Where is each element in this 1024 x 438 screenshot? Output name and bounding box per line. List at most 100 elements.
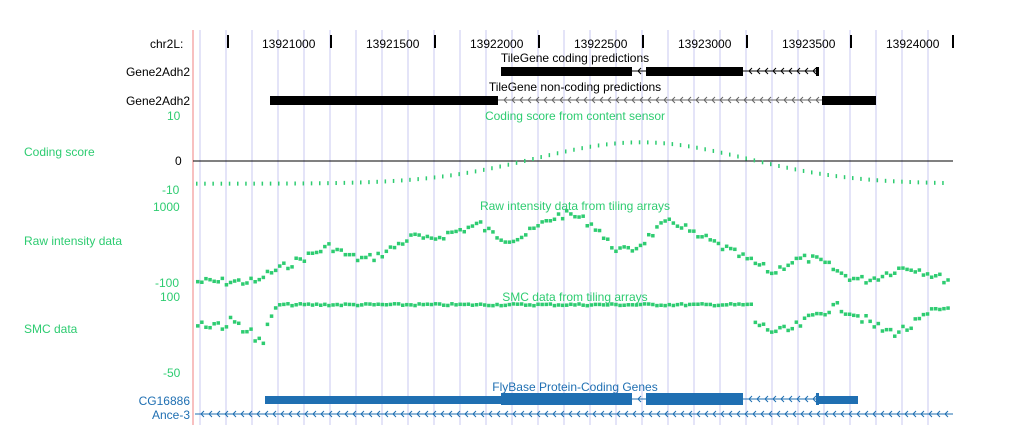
strand-arrow xyxy=(712,410,717,418)
raw-intensity-point xyxy=(745,256,749,261)
raw-intensity-point xyxy=(765,270,770,274)
raw-intensity-point xyxy=(216,280,220,284)
smc-point xyxy=(770,330,774,334)
smc-point xyxy=(929,307,934,311)
smc-point xyxy=(720,303,725,307)
coding-score-dash xyxy=(474,169,477,174)
raw-intensity-point xyxy=(811,254,815,258)
smc-point xyxy=(765,328,770,332)
raw-intensity-point xyxy=(577,215,581,219)
smc-point xyxy=(388,302,393,307)
coding-score-dash xyxy=(876,178,879,183)
strand-arrow xyxy=(256,410,261,418)
smc-point xyxy=(368,302,372,306)
raw-intensity-point xyxy=(704,233,708,238)
smc-point xyxy=(294,303,298,307)
smc-point xyxy=(556,303,561,307)
raw-intensity-point xyxy=(610,246,614,250)
coding-score-dash xyxy=(343,180,346,185)
coding-score-dash xyxy=(360,180,362,185)
raw-intensity-point xyxy=(343,252,348,257)
smc-point xyxy=(298,302,302,306)
coding-score-dash xyxy=(483,167,485,172)
raw-intensity-point xyxy=(339,248,343,252)
coding-score-dash xyxy=(655,140,657,145)
ruler-tick xyxy=(227,35,229,48)
smc-side-label[interactable]: SMC data xyxy=(24,322,78,336)
raw-intensity-point xyxy=(696,235,700,239)
strand-arrow xyxy=(600,410,605,418)
strand-arrow xyxy=(464,410,469,418)
coding-score-dash xyxy=(811,170,813,175)
coding-score-dash xyxy=(286,181,288,186)
flybase-title: FlyBase Protein-Coding Genes xyxy=(492,380,658,394)
strand-arrow xyxy=(768,410,773,418)
raw-intensity-point xyxy=(843,273,848,278)
smc-point xyxy=(884,327,889,332)
smc-point xyxy=(667,302,671,307)
smc-point xyxy=(880,329,885,333)
smc-point xyxy=(524,303,528,307)
strand-arrow xyxy=(804,67,809,75)
raw-intensity-point xyxy=(888,273,893,278)
raw-intensity-point xyxy=(331,249,335,254)
smc-point xyxy=(745,302,749,307)
smc-point xyxy=(679,302,684,306)
raw-intensity-point xyxy=(847,278,852,282)
strand-arrow xyxy=(440,410,445,418)
raw-intensity-point xyxy=(601,236,606,241)
coding-score-dash xyxy=(565,149,567,154)
raw-intensity-point xyxy=(417,233,421,237)
tilegene-noncoding-item-label[interactable]: Gene2Adh2 xyxy=(125,94,190,108)
raw-intensity-side-label[interactable]: Raw intensity data xyxy=(24,234,123,248)
flybase-gene-label-2[interactable]: Ance-3 xyxy=(151,408,190,422)
flybase-gene-label-1[interactable]: CG16886 xyxy=(138,394,190,408)
raw-intensity-point xyxy=(466,225,471,230)
raw-intensity-point xyxy=(573,214,577,219)
smc-point xyxy=(339,303,343,308)
raw-intensity-point xyxy=(384,249,389,254)
strand-arrow xyxy=(352,410,357,418)
smc-point xyxy=(331,303,335,307)
raw-intensity-point xyxy=(401,242,405,246)
ruler-tick-label: 13922500 xyxy=(574,37,628,51)
raw-intensity-point xyxy=(351,252,356,257)
smc-point xyxy=(819,311,823,316)
raw-intensity-point xyxy=(228,280,233,285)
coding-score-side-label[interactable]: Coding score xyxy=(24,145,95,159)
strand-arrow xyxy=(671,96,676,104)
smc-point xyxy=(413,303,417,308)
tilegene-coding-item-label[interactable]: Gene2Adh2 xyxy=(125,65,190,79)
coding-exon xyxy=(646,67,743,76)
smc-point xyxy=(421,302,425,307)
raw-intensity-point xyxy=(360,255,364,260)
strand-arrow xyxy=(240,410,245,418)
strand-arrow xyxy=(704,410,709,418)
coding-score-dash xyxy=(351,180,354,185)
smc-point xyxy=(499,303,503,308)
smc-point xyxy=(888,327,893,332)
raw-intensity-point xyxy=(196,279,200,284)
coding-score-dash xyxy=(466,170,469,175)
raw-intensity-point xyxy=(319,249,323,254)
strand-arrow xyxy=(772,67,777,75)
coding-score-dash xyxy=(376,179,378,184)
raw-intensity-point xyxy=(409,233,413,237)
strand-arrow xyxy=(320,410,325,418)
strand-arrow xyxy=(496,410,501,418)
smc-point xyxy=(335,302,339,307)
strand-arrow xyxy=(208,410,213,418)
strand-arrow xyxy=(520,410,525,418)
smc-point xyxy=(360,303,364,307)
coding-score-dash xyxy=(835,174,838,179)
smc-point xyxy=(847,312,852,317)
coding-score-dash xyxy=(532,157,534,162)
noncoding-exon xyxy=(822,96,876,105)
strand-arrow xyxy=(608,410,613,418)
strand-arrow xyxy=(576,410,581,418)
coding-score-dash xyxy=(220,181,223,186)
smc-point xyxy=(204,325,208,330)
strand-arrow xyxy=(679,96,684,104)
